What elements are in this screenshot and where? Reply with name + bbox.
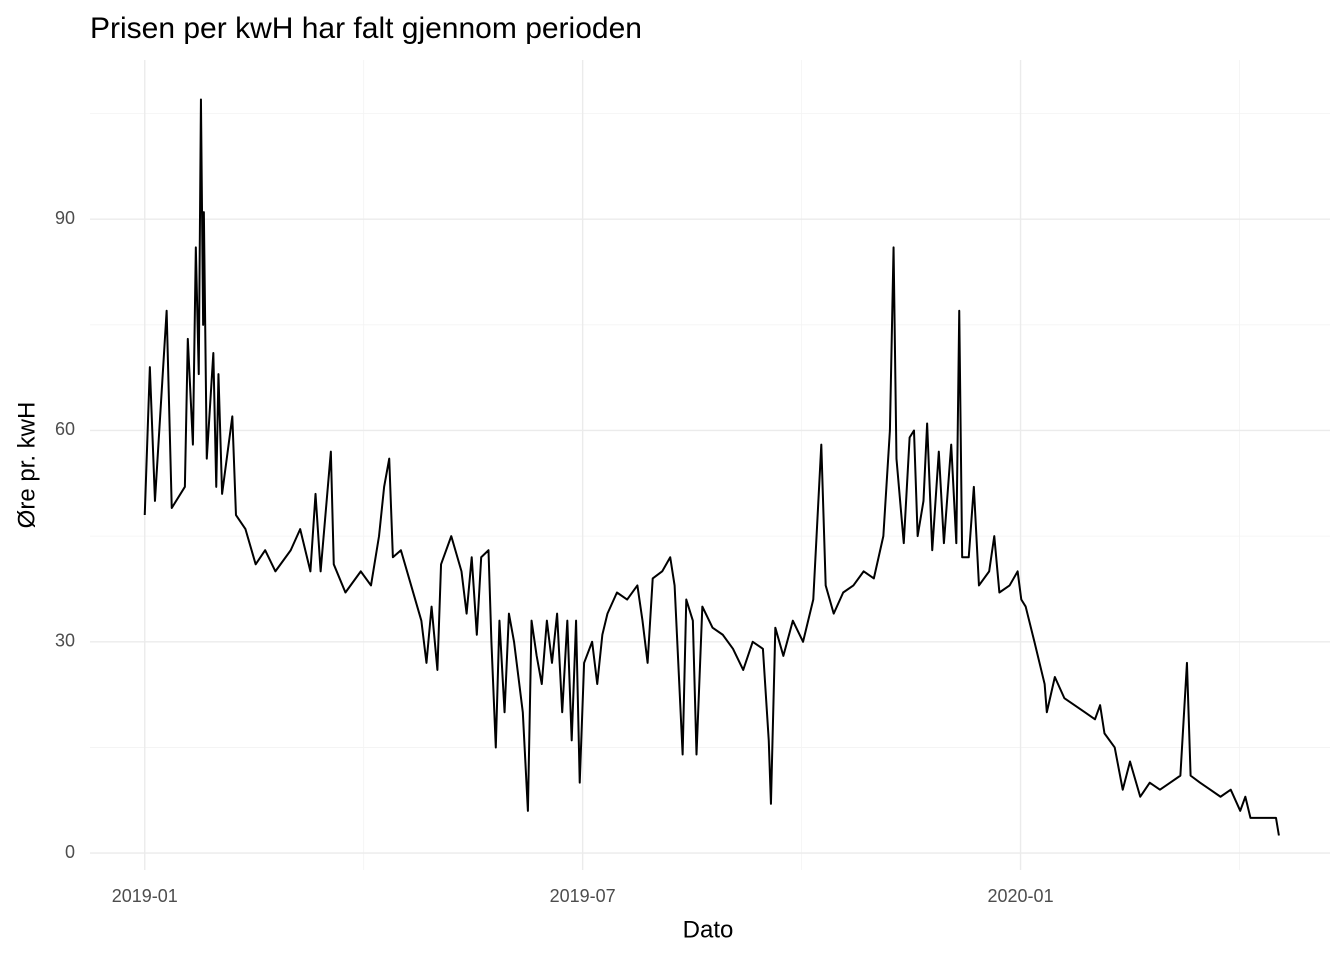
x-tick-label: 2019-01 <box>112 886 178 906</box>
y-axis-title: Øre pr. kwH <box>13 402 40 529</box>
x-axis-title: Dato <box>683 916 734 943</box>
price-line <box>143 98 1280 836</box>
y-tick-label: 30 <box>55 631 75 651</box>
y-tick-label: 0 <box>65 842 75 862</box>
chart-title: Prisen per kwH har falt gjennom perioden <box>90 12 642 45</box>
y-tick-label: 60 <box>55 419 75 439</box>
y-tick-label: 90 <box>55 208 75 228</box>
x-tick-label: 2019-07 <box>550 886 616 906</box>
x-tick-label: 2020-01 <box>988 886 1054 906</box>
